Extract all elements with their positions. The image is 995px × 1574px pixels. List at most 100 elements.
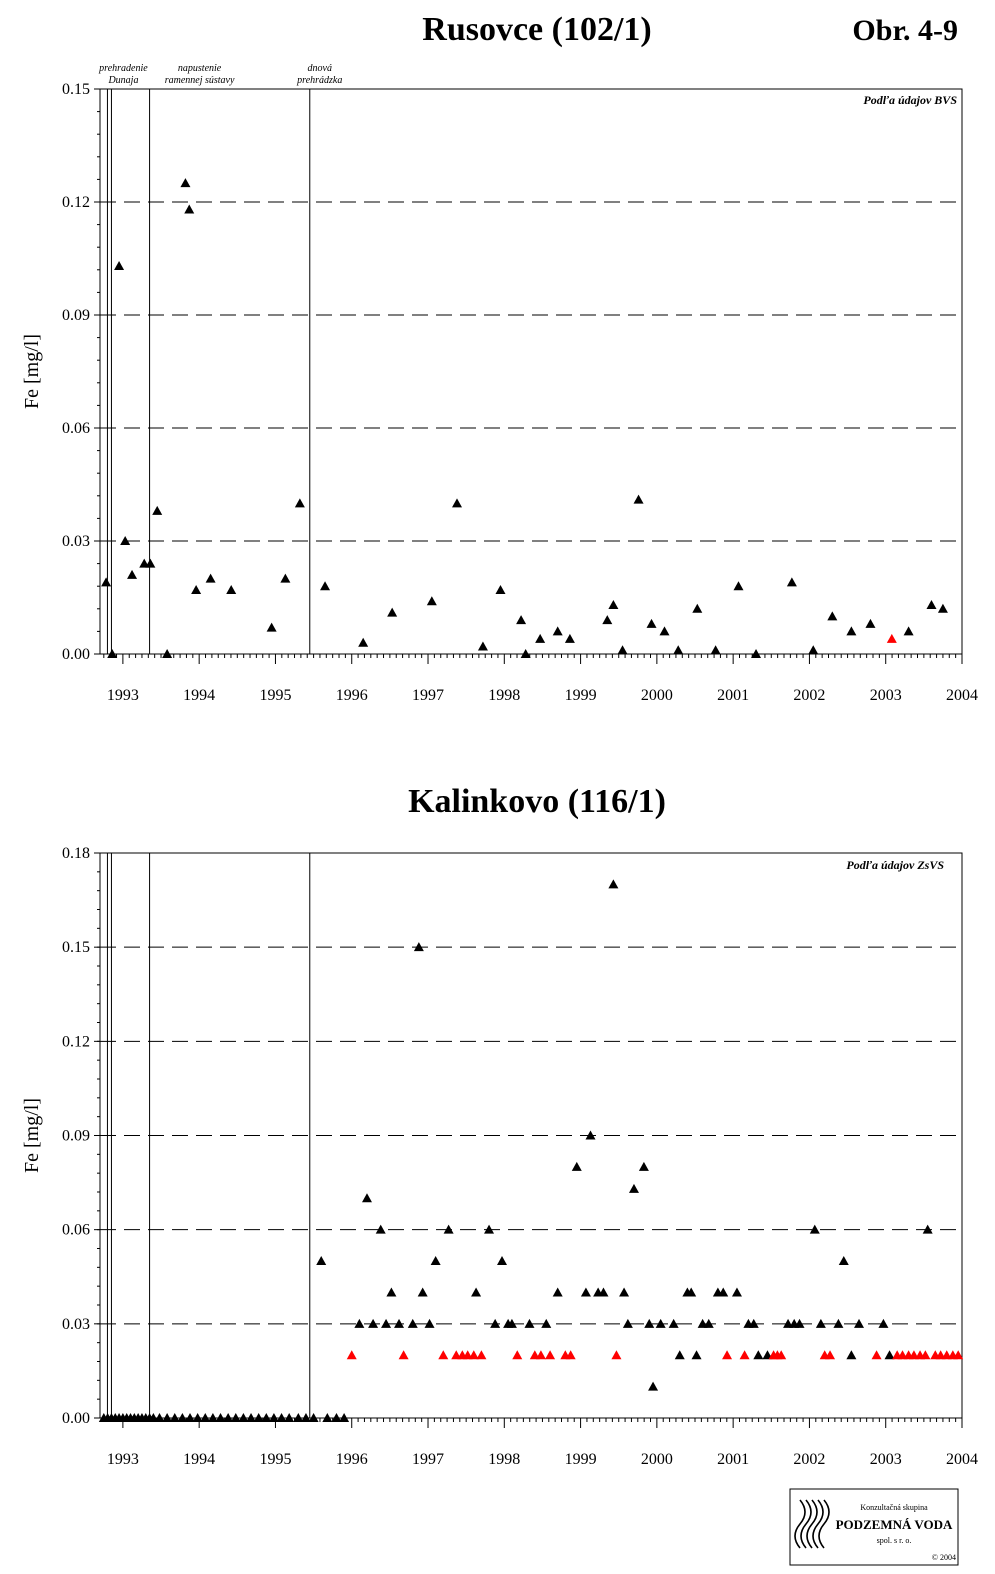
rusovce-data-point — [226, 584, 237, 594]
kalinkovo-data-point — [846, 1350, 857, 1360]
kalinkovo-data-point — [308, 1413, 319, 1422]
kalinkovo-data-point-red — [476, 1350, 487, 1360]
kalinkovo-x-tick-2003: 2003 — [870, 1451, 902, 1468]
kalinkovo-data-point — [169, 1413, 180, 1422]
kalinkovo-data-point — [718, 1287, 729, 1297]
kalinkovo-data-point — [884, 1350, 895, 1360]
kalinkovo-data-point — [598, 1287, 609, 1297]
kalinkovo-data-point-red — [953, 1350, 964, 1360]
rusovce-data-point — [114, 261, 125, 271]
kalinkovo-data-point — [381, 1318, 392, 1328]
rusovce-y-tick-0-15: 0.15 — [62, 81, 90, 98]
kalinkovo-y-tick-0-06: 0.06 — [62, 1222, 90, 1239]
kalinkovo-x-tick-1995: 1995 — [259, 1451, 291, 1468]
kalinkovo-x-tick-1996: 1996 — [336, 1451, 368, 1468]
kalinkovo-data-point-red — [535, 1350, 546, 1360]
kalinkovo-data-point — [833, 1318, 844, 1328]
rusovce-data-point — [180, 178, 191, 188]
rusovce-data-point — [266, 622, 277, 632]
logo-line1: Konzultačná skupina — [860, 1503, 928, 1512]
kalinkovo-data-point — [854, 1318, 865, 1328]
kalinkovo-data-point — [424, 1318, 435, 1328]
kalinkovo-x-tick-1997: 1997 — [412, 1451, 444, 1468]
kalinkovo-data-point — [316, 1256, 327, 1266]
kalinkovo-x-tick-1994: 1994 — [183, 1451, 215, 1468]
kalinkovo-data-point — [622, 1318, 633, 1328]
kalinkovo-data-point — [838, 1256, 849, 1266]
kalinkovo-data-point-red — [871, 1350, 882, 1360]
kalinkovo-data-point — [300, 1413, 311, 1422]
rusovce-data-point — [426, 596, 437, 606]
kalinkovo-data-point — [815, 1318, 826, 1328]
rusovce-data-point — [564, 633, 575, 643]
rusovce-data-point — [808, 645, 819, 655]
rusovce-x-tick-2001: 2001 — [717, 687, 749, 704]
rusovce-data-point — [152, 505, 163, 515]
kalinkovo-data-point — [413, 942, 424, 952]
rusovce-data-point — [145, 558, 156, 568]
rusovce-x-tick-1994: 1994 — [183, 687, 215, 704]
logo-line3: spol. s r. o. — [877, 1536, 912, 1545]
kalinkovo-data-point — [386, 1287, 397, 1297]
kalinkovo-data-point — [284, 1413, 295, 1422]
kalinkovo-data-point — [506, 1318, 517, 1328]
chart-rusovce: Rusovce (102/1) Fe [mg/l] 0.00 0.03 0.06 0.09… — [21, 11, 978, 704]
rusovce-data-point — [294, 498, 305, 508]
logo-mark-icon — [794, 1499, 830, 1549]
kalinkovo-chart-title: Kalinkovo (116/1) — [408, 783, 666, 820]
rusovce-data-point — [120, 536, 131, 545]
kalinkovo-data-point — [638, 1161, 649, 1171]
rusovce-data-point — [633, 494, 644, 504]
rusovce-x-tick-1993: 1993 — [107, 687, 139, 704]
rusovce-event-label-2-0: dnová — [308, 63, 332, 74]
rusovce-data-point — [127, 569, 138, 579]
kalinkovo-data-point — [276, 1413, 287, 1422]
kalinkovo-x-tick-1993: 1993 — [107, 1451, 139, 1468]
kalinkovo-data-point-red — [438, 1350, 449, 1360]
rusovce-data-point — [846, 626, 857, 636]
rusovce-data-point — [205, 573, 216, 583]
kalinkovo-data-point — [585, 1130, 596, 1140]
kalinkovo-y-tick-0-03: 0.03 — [62, 1316, 90, 1333]
kalinkovo-data-point — [686, 1287, 697, 1297]
rusovce-data-point — [937, 603, 948, 613]
kalinkovo-data-point — [354, 1318, 365, 1328]
kalinkovo-data-point — [644, 1318, 655, 1328]
rusovce-data-point — [162, 649, 173, 658]
kalinkovo-data-point — [339, 1413, 350, 1422]
rusovce-data-point — [646, 618, 657, 628]
rusovce-x-tick-1996: 1996 — [336, 687, 368, 704]
rusovce-x-tick-2000: 2000 — [641, 687, 673, 704]
kalinkovo-data-point — [154, 1413, 165, 1422]
kalinkovo-data-point — [162, 1413, 173, 1422]
kalinkovo-data-point — [497, 1256, 508, 1266]
kalinkovo-data-point — [407, 1318, 418, 1328]
rusovce-x-tick-1997: 1997 — [412, 687, 444, 704]
kalinkovo-data-point — [571, 1161, 582, 1171]
rusovce-data-point — [520, 649, 531, 658]
rusovce-y-axis-label: Fe [mg/l] — [21, 334, 43, 409]
kalinkovo-data-point — [703, 1318, 714, 1328]
rusovce-data-point-red — [886, 633, 897, 643]
rusovce-data-point — [387, 607, 398, 617]
kalinkovo-data-point — [368, 1318, 379, 1328]
rusovce-data-point — [184, 204, 195, 214]
kalinkovo-y-tick-0-12: 0.12 — [62, 1033, 90, 1050]
kalinkovo-x-tick-2002: 2002 — [793, 1451, 825, 1468]
kalinkovo-x-tick-1999: 1999 — [565, 1451, 597, 1468]
kalinkovo-data-point — [238, 1413, 249, 1422]
kalinkovo-data-point — [253, 1413, 264, 1422]
kalinkovo-data-point-red — [739, 1350, 750, 1360]
rusovce-y-tick-0-03: 0.03 — [62, 533, 90, 550]
kalinkovo-data-point — [753, 1350, 764, 1360]
kalinkovo-data-point — [541, 1318, 552, 1328]
kalinkovo-data-point-red — [825, 1350, 836, 1360]
rusovce-x-tick-1995: 1995 — [259, 687, 291, 704]
rusovce-x-tick-2004: 2004 — [946, 687, 978, 704]
rusovce-data-point — [535, 633, 546, 643]
kalinkovo-data-point — [430, 1256, 441, 1266]
kalinkovo-data-point — [223, 1413, 234, 1422]
rusovce-data-point — [608, 600, 619, 610]
rusovce-event-label-2-1: prehrádzka — [296, 75, 342, 86]
rusovce-data-point — [786, 577, 797, 587]
